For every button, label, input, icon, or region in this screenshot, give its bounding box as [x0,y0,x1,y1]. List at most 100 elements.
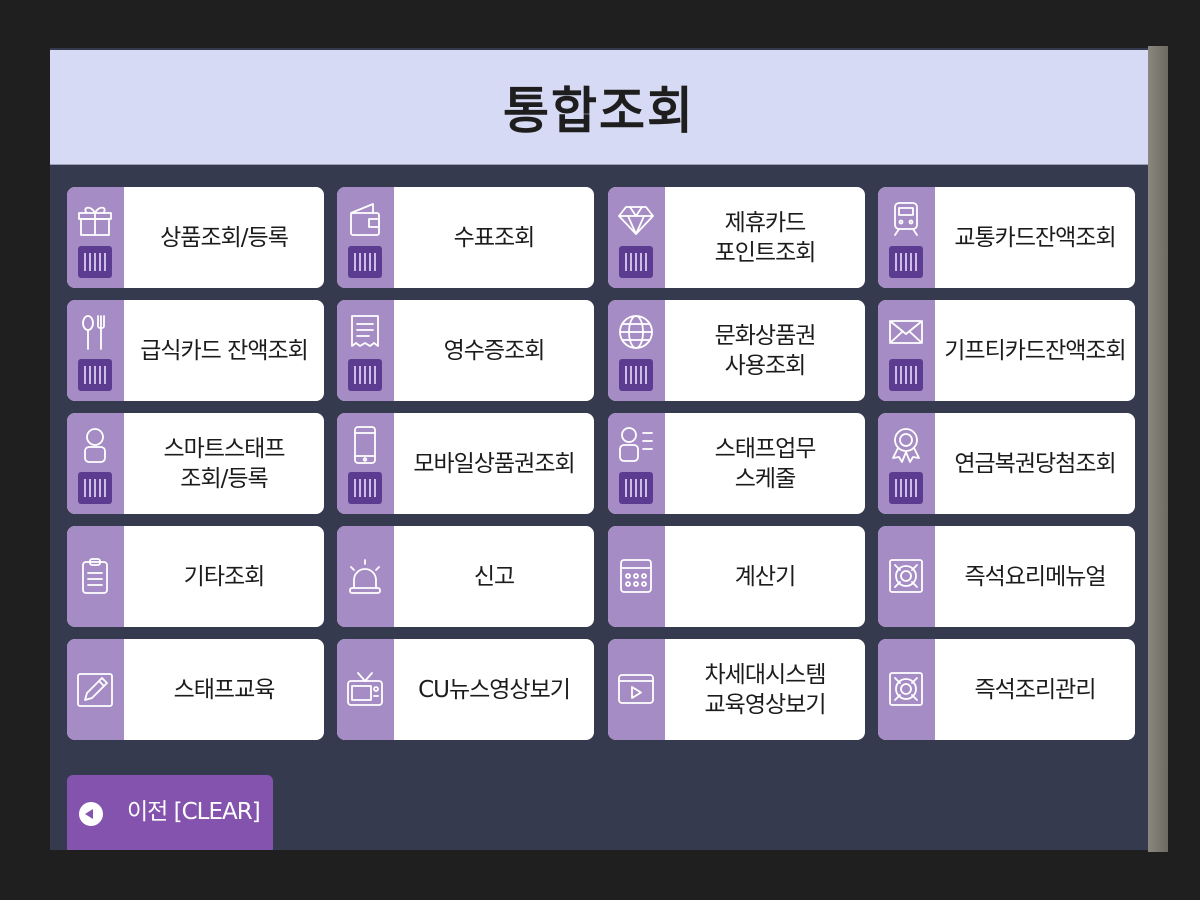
barcode-icon [348,359,382,391]
tile-label-line: 스케줄 [734,465,796,492]
tile-label: 기프티카드잔액조회 [935,300,1135,401]
tile-label-line: 연금복권당첨조회 [954,450,1116,477]
tile-label-line: 조회/등록 [180,465,268,492]
tile-label-line: 계산기 [734,563,796,590]
tile-icon-strip [608,526,665,627]
barcode-icon [619,472,653,504]
menu-tile[interactable]: 문화상품권 사용조회 [608,300,865,401]
tile-label-line: 상품조회/등록 [160,224,289,251]
page-title: 통합조회 [503,82,695,140]
menu-tile[interactable]: 즉석요리메뉴얼 [878,526,1135,627]
menu-tile[interactable]: 수표조회 [337,187,594,288]
tile-label: CU뉴스영상보기 [394,639,594,740]
menu-tile[interactable]: 기타조회 [67,526,324,627]
tile-icon-strip [608,413,665,514]
tile-label-line: 기타조회 [183,563,266,590]
tv-icon [345,669,385,709]
tile-label: 교통카드잔액조회 [935,187,1135,288]
tile-label-line: 사용조회 [724,352,807,379]
tile-icon-strip [337,526,394,627]
menu-tile[interactable]: 상품조회/등록 [67,187,324,288]
barcode-icon [78,246,112,278]
video-play-icon [616,669,656,709]
barcode-icon [619,359,653,391]
menu-tile[interactable]: CU뉴스영상보기 [337,639,594,740]
back-clear-label: 이전 [CLEAR] [127,799,261,825]
tile-icon-strip [67,413,124,514]
tile-label-line: 포인트조회 [714,239,817,266]
menu-tile[interactable]: 스태프교육 [67,639,324,740]
tile-label: 기타조회 [124,526,324,627]
tile-label: 연금복권당첨조회 [935,413,1135,514]
envelope-icon [886,312,926,352]
pencil-icon [75,669,115,709]
tile-icon-strip [608,300,665,401]
tile-label: 상품조회/등록 [124,187,324,288]
back-clear-button[interactable]: 이전 [CLEAR] [67,775,273,850]
tile-label: 영수증조회 [394,300,594,401]
tile-icon-strip [67,639,124,740]
tile-label: 급식카드 잔액조회 [124,300,324,401]
clipboard-icon [75,556,115,596]
tile-label-line: 급식카드 잔액조회 [140,337,309,364]
barcode-icon [78,472,112,504]
tile-icon-strip [608,187,665,288]
menu-tile[interactable]: 연금복권당첨조회 [878,413,1135,514]
tile-label-line: 차세대시스템 [704,661,827,688]
diamond-icon [616,199,656,239]
tile-label: 모바일상품권조회 [394,413,594,514]
staff-list-icon [616,425,656,465]
tile-label: 수표조회 [394,187,594,288]
menu-tile[interactable]: 영수증조회 [337,300,594,401]
train-icon [886,199,926,239]
menu-tile[interactable]: 교통카드잔액조회 [878,187,1135,288]
fork-spoon-icon [75,312,115,352]
tile-icon-strip [878,526,935,627]
tile-icon-strip [337,639,394,740]
siren-icon [345,556,385,596]
award-ribbon-icon [886,425,926,465]
globe-icon [616,312,656,352]
menu-tile[interactable]: 계산기 [608,526,865,627]
tile-label-line: CU뉴스영상보기 [418,676,571,703]
tile-label-line: 제휴카드 [724,209,807,236]
tile-label-line: 수표조회 [453,224,536,251]
receipt-icon [345,312,385,352]
tile-label: 계산기 [665,526,865,627]
page-header: 통합조회 [50,50,1148,165]
gift-icon [75,199,115,239]
menu-tile[interactable]: 모바일상품권조회 [337,413,594,514]
tile-label-line: 스마트스태프 [163,435,286,462]
back-arrow-icon [79,802,103,826]
tile-icon-strip [337,413,394,514]
tile-label-line: 기프티카드잔액조회 [944,337,1126,364]
tile-label: 신고 [394,526,594,627]
tile-label: 즉석요리메뉴얼 [935,526,1135,627]
menu-tile[interactable]: 즉석조리관리 [878,639,1135,740]
menu-tile[interactable]: 신고 [337,526,594,627]
tile-label-line: 모바일상품권조회 [413,450,575,477]
wallet-icon [345,199,385,239]
tile-label-line: 스태프업무 [714,435,817,462]
tile-icon-strip [67,300,124,401]
calculator-icon [616,556,656,596]
tile-label-line: 신고 [473,563,515,590]
barcode-icon [619,246,653,278]
tile-label-line: 교육영상보기 [704,691,827,718]
menu-tile[interactable]: 기프티카드잔액조회 [878,300,1135,401]
tile-label-line: 즉석조리관리 [974,676,1097,703]
barcode-icon [348,246,382,278]
menu-tile[interactable]: 급식카드 잔액조회 [67,300,324,401]
monitor-bezel [1148,46,1168,852]
barcode-icon [889,359,923,391]
tile-icon-strip [67,187,124,288]
